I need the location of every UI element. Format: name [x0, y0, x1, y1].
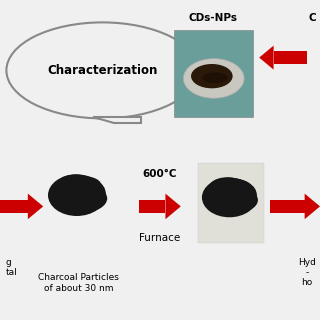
Ellipse shape	[48, 174, 106, 216]
Ellipse shape	[205, 184, 237, 210]
Ellipse shape	[70, 182, 106, 207]
Text: 600°C: 600°C	[143, 169, 177, 180]
Ellipse shape	[71, 177, 102, 196]
Ellipse shape	[183, 59, 244, 98]
Ellipse shape	[208, 186, 258, 214]
Polygon shape	[305, 194, 320, 219]
Ellipse shape	[56, 184, 107, 213]
Text: Hyd
-
ho: Hyd - ho	[298, 258, 316, 287]
Polygon shape	[165, 194, 181, 219]
Polygon shape	[270, 200, 305, 213]
Polygon shape	[174, 30, 253, 117]
Ellipse shape	[56, 174, 94, 197]
Ellipse shape	[202, 178, 257, 217]
Text: Furnace: Furnace	[140, 233, 180, 244]
Polygon shape	[28, 194, 43, 219]
Ellipse shape	[57, 189, 87, 211]
Polygon shape	[0, 200, 28, 213]
Ellipse shape	[223, 180, 252, 197]
Text: Characterization: Characterization	[47, 64, 157, 77]
Ellipse shape	[191, 64, 233, 88]
Ellipse shape	[204, 178, 257, 210]
Ellipse shape	[54, 176, 102, 207]
Ellipse shape	[207, 179, 253, 208]
Text: C: C	[308, 12, 316, 23]
Ellipse shape	[52, 182, 85, 209]
Polygon shape	[139, 200, 165, 213]
Ellipse shape	[209, 177, 246, 198]
Ellipse shape	[203, 72, 228, 83]
Text: Charcoal Particles
of about 30 nm: Charcoal Particles of about 30 nm	[38, 274, 119, 293]
Text: CDs-NPs: CDs-NPs	[188, 12, 237, 23]
Polygon shape	[259, 46, 274, 70]
Ellipse shape	[210, 191, 239, 212]
Ellipse shape	[223, 185, 256, 208]
Ellipse shape	[6, 22, 198, 118]
Ellipse shape	[51, 176, 106, 209]
Polygon shape	[274, 51, 307, 64]
Polygon shape	[93, 117, 141, 123]
Polygon shape	[198, 163, 264, 243]
Text: g
tal: g tal	[6, 258, 18, 277]
